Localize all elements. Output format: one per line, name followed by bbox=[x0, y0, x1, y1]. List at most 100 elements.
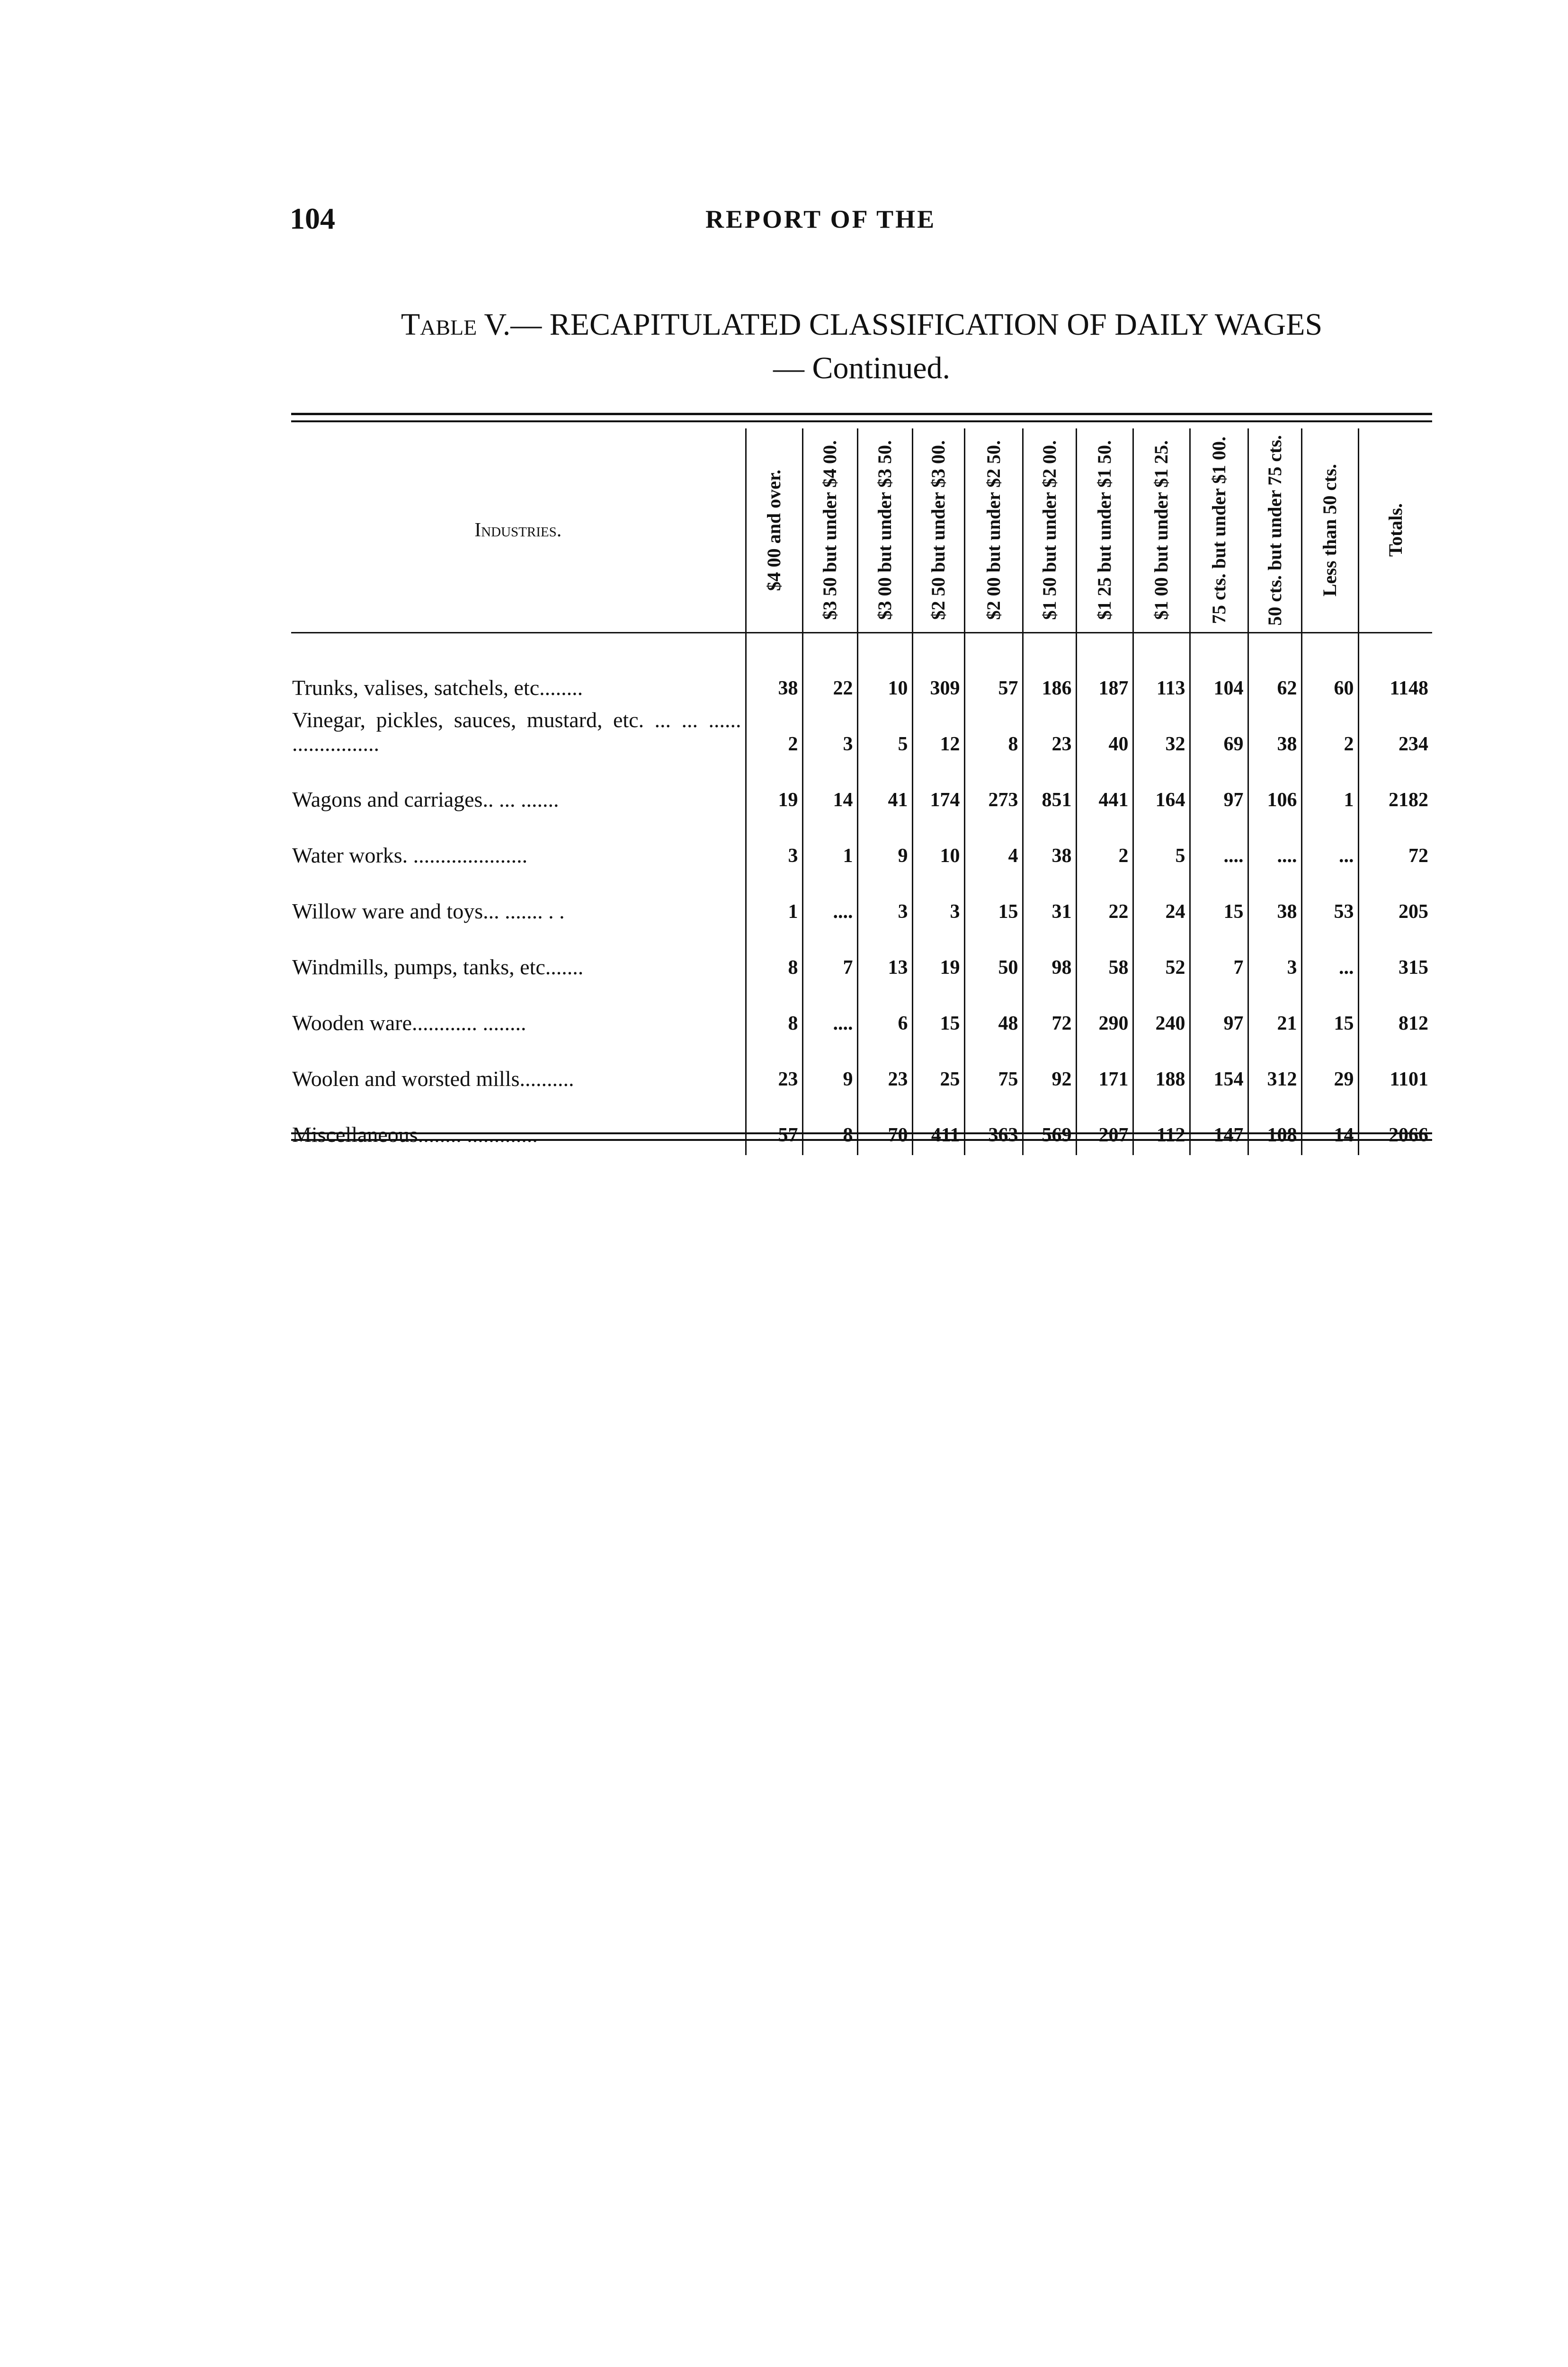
column-header: $2 00 but under $2 50. bbox=[963, 428, 1023, 633]
table-cell: 10 bbox=[856, 632, 912, 708]
table-cell: 15 bbox=[963, 876, 1023, 932]
table-cell: 92 bbox=[1022, 1043, 1076, 1099]
table-cell: 7 bbox=[802, 932, 857, 988]
table-cell: 851 bbox=[1022, 764, 1076, 820]
table-cell: 290 bbox=[1075, 988, 1133, 1043]
table-cell: ... bbox=[1301, 932, 1358, 988]
table-cell: 164 bbox=[1132, 764, 1190, 820]
table-cell: 309 bbox=[911, 632, 964, 708]
table-cell: 205 bbox=[1357, 876, 1432, 932]
table-cell: 10 bbox=[911, 820, 964, 876]
table-row: Water works. ..................... 3 1 9 10 4… bbox=[291, 820, 1432, 876]
table-row: Woolen and worsted mills.......... 23 9 23 2… bbox=[291, 1043, 1432, 1099]
column-header-label: $2 00 but under $2 50. bbox=[982, 440, 1004, 620]
table-cell: 106 bbox=[1247, 764, 1301, 820]
table-cell: 25 bbox=[911, 1043, 964, 1099]
table-cell: 112 bbox=[1132, 1099, 1190, 1155]
wages-table: Industries. $4 00 and over. $3 50 but und… bbox=[291, 428, 1432, 1155]
column-header: 75 cts. but under $1 00. bbox=[1189, 428, 1248, 633]
table-cell: 8 bbox=[745, 988, 802, 1043]
table-cell: 2 bbox=[1075, 820, 1133, 876]
table-cell: 22 bbox=[1075, 876, 1133, 932]
column-header: $2 50 but under $3 00. bbox=[911, 428, 964, 633]
column-header-label: $3 00 but under $3 50. bbox=[874, 440, 895, 620]
table-cell: 12 bbox=[911, 708, 964, 764]
table-cell: 312 bbox=[1247, 1043, 1301, 1099]
row-label: Willow ware and toys... ....... . . bbox=[292, 899, 565, 923]
table-cell: 19 bbox=[745, 764, 802, 820]
row-label: Windmills, pumps, tanks, etc....... bbox=[292, 955, 584, 979]
table-row: Willow ware and toys... ....... . . 1....… bbox=[291, 876, 1432, 932]
column-header: $1 50 but under $2 00. bbox=[1022, 428, 1076, 633]
table-row: Miscellaneous........ ............. 57 8 70… bbox=[291, 1099, 1432, 1155]
row-label: Woolen and worsted mills.......... bbox=[292, 1067, 574, 1091]
table-cell: 2182 bbox=[1357, 764, 1432, 820]
table-cell: 1148 bbox=[1357, 632, 1432, 708]
table-cell: 19 bbox=[911, 932, 964, 988]
table-cell: 57 bbox=[745, 1099, 802, 1155]
table-cell: 23 bbox=[856, 1043, 912, 1099]
table-cell: 8 bbox=[745, 932, 802, 988]
table-cell: 57 bbox=[963, 632, 1023, 708]
top-rule bbox=[291, 413, 1432, 415]
table-cell: 108 bbox=[1247, 1099, 1301, 1155]
table-cell: 41 bbox=[856, 764, 912, 820]
row-label: Miscellaneous........ ............. bbox=[292, 1122, 538, 1147]
table-cell: 3 bbox=[856, 876, 912, 932]
table-row: Windmills, pumps, tanks, etc....... 8 7 13 1… bbox=[291, 932, 1432, 988]
table-cell: 3 bbox=[911, 876, 964, 932]
table-cell: 171 bbox=[1075, 1043, 1133, 1099]
table-row: Trunks, valises, satchels, etc........ 38… bbox=[291, 632, 1432, 708]
table-cell: 69 bbox=[1189, 708, 1248, 764]
column-header-label: Less than 50 cts. bbox=[1319, 463, 1340, 597]
top-rule-2 bbox=[291, 420, 1432, 422]
table-cell: 2066 bbox=[1357, 1099, 1432, 1155]
table-cell: 1 bbox=[802, 820, 857, 876]
table-cell: 52 bbox=[1132, 932, 1190, 988]
table-cell: 98 bbox=[1022, 932, 1076, 988]
table-cell: 2 bbox=[1301, 708, 1358, 764]
column-header-label: $1 25 but under $1 50. bbox=[1094, 440, 1115, 620]
column-header-label: 50 cts. but under 75 cts. bbox=[1264, 435, 1285, 626]
table-cell: 15 bbox=[1301, 988, 1358, 1043]
table-cell: 5 bbox=[856, 708, 912, 764]
row-label: Vinegar, pickles, sauces, mustard, etc. … bbox=[292, 708, 741, 756]
column-header-label: $2 50 but under $3 00. bbox=[927, 440, 949, 620]
table-cell: .... bbox=[1247, 820, 1301, 876]
table-cell: 32 bbox=[1132, 708, 1190, 764]
table-cell: 3 bbox=[802, 708, 857, 764]
table-cell: 53 bbox=[1301, 876, 1358, 932]
column-header: $3 00 but under $3 50. bbox=[856, 428, 912, 633]
table-cell: 1 bbox=[745, 876, 802, 932]
column-header: 50 cts. but under 75 cts. bbox=[1247, 428, 1301, 633]
table-cell: 48 bbox=[963, 988, 1023, 1043]
table-cell: 569 bbox=[1022, 1099, 1076, 1155]
table-cell: 38 bbox=[1247, 876, 1301, 932]
table-cell: 363 bbox=[963, 1099, 1023, 1155]
table-cell: 62 bbox=[1247, 632, 1301, 708]
column-header-label: $4 00 and over. bbox=[763, 469, 784, 591]
table-cell: 14 bbox=[802, 764, 857, 820]
column-header-label: $1 00 but under $1 25. bbox=[1150, 440, 1172, 620]
row-label: Water works. ..................... bbox=[292, 843, 528, 867]
table-cell: 8 bbox=[802, 1099, 857, 1155]
column-header-label: Totals. bbox=[1384, 503, 1406, 557]
column-header: Totals. bbox=[1357, 428, 1432, 633]
table-cell: 273 bbox=[963, 764, 1023, 820]
table-row: Wagons and carriages.. ... ....... 19 14 41… bbox=[291, 764, 1432, 820]
table-cell: 72 bbox=[1357, 820, 1432, 876]
table-cell: 1 bbox=[1301, 764, 1358, 820]
table-cell: 97 bbox=[1189, 764, 1248, 820]
table-cell: 22 bbox=[802, 632, 857, 708]
table-cell: 812 bbox=[1357, 988, 1432, 1043]
table-cell: 15 bbox=[911, 988, 964, 1043]
table-cell: 31 bbox=[1022, 876, 1076, 932]
table-cell: 40 bbox=[1075, 708, 1133, 764]
running-head: REPORT OF THE bbox=[705, 205, 936, 233]
table-cell: 186 bbox=[1022, 632, 1076, 708]
row-label: Trunks, valises, satchels, etc........ bbox=[292, 676, 583, 700]
column-header-label: $3 50 but under $4 00. bbox=[819, 440, 840, 620]
table-row: Vinegar, pickles, sauces, mustard, etc. … bbox=[291, 708, 1432, 764]
table-cell: 8 bbox=[963, 708, 1023, 764]
row-label: Wooden ware............ ........ bbox=[292, 1011, 526, 1035]
